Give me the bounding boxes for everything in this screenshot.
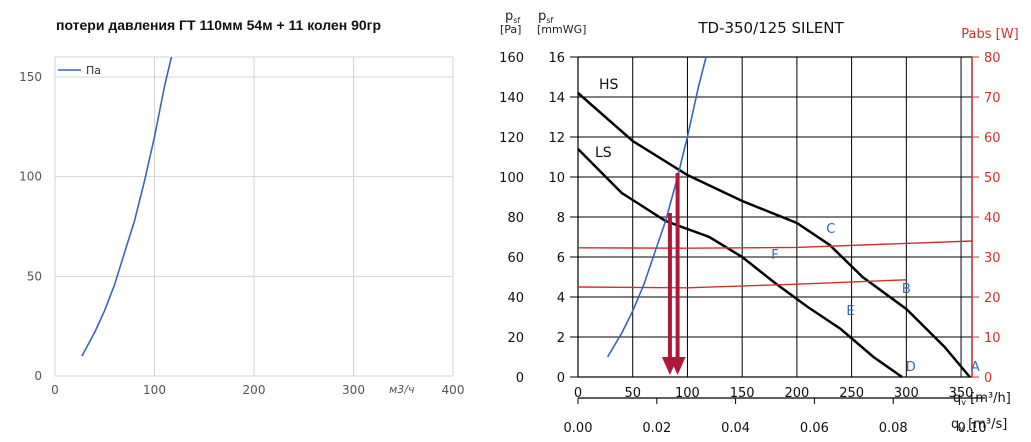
y-tick-label-mmwg: 16 [548, 51, 565, 66]
y-tick-label-pa: 20 [507, 331, 524, 346]
pressure-curve [577, 148, 903, 379]
x-tick-label-m3h: 0 [574, 386, 582, 401]
y-tick-label-w: 50 [984, 171, 1001, 186]
y-tick-label-w: 30 [984, 251, 1001, 266]
operating-point-arrowhead [669, 357, 686, 375]
legend-label: Па [86, 64, 101, 77]
system-curve [606, 56, 707, 358]
x-tick-label: 400 [442, 383, 465, 397]
x2-tick-label-m3s: 0.08 [879, 421, 908, 436]
y-tick-label-mmwg: 0 [557, 371, 565, 386]
y-tick-label: 150 [19, 70, 42, 84]
x-tick-label-m3h: 100 [675, 386, 700, 401]
y-tick-label-pa: 40 [507, 291, 524, 306]
point-label: E [846, 304, 854, 319]
y-tick-label-pa: 160 [499, 51, 524, 66]
y-tick-label-mmwg: 10 [548, 171, 565, 186]
x-tick-label-m3h: 50 [624, 386, 641, 401]
x-tick-label: 100 [143, 383, 166, 397]
y-tick-label-w: 10 [984, 331, 1001, 346]
x-unit-label: м3/ч [389, 383, 415, 396]
y-tick-label-pa: 120 [499, 131, 524, 146]
x-tick-label-m3h: 150 [730, 386, 755, 401]
second-axis-unit: [mmWG] [537, 23, 586, 36]
y-tick-label-pa: 0 [516, 371, 524, 386]
ls-label: LS [595, 145, 612, 161]
point-label: F [771, 248, 778, 263]
right-chart-title: TD-350/125 SILENT [697, 19, 844, 37]
x2-tick-label-m3s: 0.06 [800, 421, 829, 436]
hs-label: HS [599, 77, 619, 93]
y-tick-label-mmwg: 6 [557, 251, 565, 266]
y-tick-label-w: 0 [984, 371, 992, 386]
left-axis-unit: [Pa] [500, 23, 521, 36]
series-line [81, 56, 173, 357]
x2-tick-label-m3s: 0.00 [564, 421, 593, 436]
y-tick-label-pa: 80 [507, 211, 524, 226]
pressure-curve [577, 92, 971, 378]
bottom2-axis-label: qv [m³/s] [951, 417, 1007, 433]
pressure-loss-chart: 0 100 200 300 400 0 50 100 150 м3/ч Па [19, 56, 465, 397]
y-tick-label-mmwg: 14 [548, 91, 565, 106]
x2-tick-label-m3s: 0.04 [721, 421, 750, 436]
y-tick-label-pa: 140 [499, 91, 524, 106]
fan-performance-chart: 0 50 100 150 200 250 300 3500204060801001201401… [499, 9, 1019, 436]
x2-tick-label-m3s: 0.10 [958, 421, 987, 436]
y-tick-label: 50 [27, 269, 42, 283]
y-tick-label-w: 70 [984, 91, 1001, 106]
point-label: A [971, 360, 980, 375]
x-tick-label: 300 [342, 383, 365, 397]
y-tick-label-w: 40 [984, 211, 1001, 226]
left-chart-title: потери давления ГТ 110мм 54м + 11 колен … [56, 17, 382, 33]
right-axis-label: Pabs [W] [961, 27, 1018, 42]
y-tick-label-w: 60 [984, 131, 1001, 146]
y-tick-label: 100 [19, 170, 42, 184]
y-tick-label-mmwg: 12 [548, 131, 565, 146]
x-tick-label-m3h: 200 [784, 386, 809, 401]
y-tick-label-w: 80 [984, 51, 1001, 66]
x-tick-label-m3h: 300 [894, 386, 919, 401]
x-tick-label: 0 [51, 383, 59, 397]
point-label: B [902, 282, 911, 297]
point-label: C [826, 222, 835, 237]
y-tick-label-pa: 100 [499, 171, 524, 186]
second-axis-label: psf [538, 9, 553, 25]
y-tick-label-mmwg: 4 [557, 291, 565, 306]
point-label: D [906, 360, 916, 375]
x-tick-label: 200 [243, 383, 266, 397]
left-axis-label: psf [505, 9, 520, 25]
power-curve [577, 279, 907, 289]
y-tick-label-w: 20 [984, 291, 1001, 306]
bottom-axis-label: qv [m³/h] [953, 391, 1011, 407]
x-tick-label-m3h: 250 [839, 386, 864, 401]
x-tick-label-m3h: 350 [949, 386, 974, 401]
y-tick-label-mmwg: 2 [557, 331, 565, 346]
y-tick-label-mmwg: 8 [557, 211, 565, 226]
y-tick-label-pa: 60 [507, 251, 524, 266]
x2-tick-label-m3s: 0.02 [642, 421, 671, 436]
power-curve [577, 240, 973, 249]
y-tick-label: 0 [34, 369, 42, 383]
